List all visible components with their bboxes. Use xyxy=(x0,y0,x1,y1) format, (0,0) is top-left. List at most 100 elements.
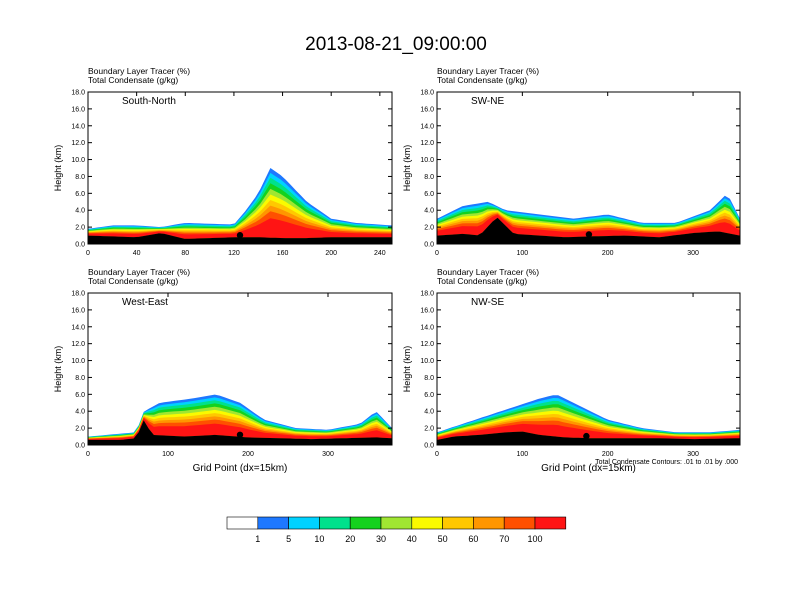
x-tick-label: 200 xyxy=(242,451,254,458)
y-tick-label: 10.0 xyxy=(420,157,434,164)
colorbar-label: 60 xyxy=(468,534,478,544)
x-tick-label: 240 xyxy=(374,250,386,257)
colorbar-swatch xyxy=(349,516,382,530)
x-tick-label: 160 xyxy=(277,250,289,257)
x-tick-label: 100 xyxy=(162,451,174,458)
y-tick-label: 16.0 xyxy=(71,307,85,314)
y-axis-label: Height (km) xyxy=(53,346,63,393)
colorbar-swatch xyxy=(319,516,351,530)
x-tick-label: 80 xyxy=(181,250,189,257)
tracer-band-10 xyxy=(437,423,740,440)
tracer-field xyxy=(437,195,740,244)
y-tick-label: 16.0 xyxy=(71,106,85,113)
tracer-field xyxy=(88,394,392,445)
y-tick-label: 14.0 xyxy=(71,123,85,130)
y-tick-label: 0.0 xyxy=(424,242,434,249)
y-tick-label: 12.0 xyxy=(71,140,85,147)
y-tick-label: 10.0 xyxy=(71,358,85,365)
y-tick-label: 0.0 xyxy=(75,443,85,450)
y-tick-label: 2.0 xyxy=(424,426,434,433)
panel-header-condensate: Total Condensate (g/kg) xyxy=(437,75,527,85)
y-tick-label: 4.0 xyxy=(424,208,434,215)
tracer-field xyxy=(88,168,392,244)
colorbar-label: 40 xyxy=(407,534,417,544)
panel-header-tracer: Boundary Layer Tracer (%) xyxy=(88,66,190,76)
colorbar-swatch xyxy=(442,516,474,530)
x-tick-label: 100 xyxy=(517,250,529,257)
y-tick-label: 10.0 xyxy=(420,358,434,365)
y-tick-label: 0.0 xyxy=(424,443,434,450)
y-tick-label: 16.0 xyxy=(420,307,434,314)
plot-frame xyxy=(436,292,741,446)
y-tick-label: 0.0 xyxy=(75,242,85,249)
colorbar-label: 100 xyxy=(527,534,542,544)
y-tick-label: 6.0 xyxy=(75,392,85,399)
colorbar-swatch xyxy=(473,516,505,530)
panel-name: NW-SE xyxy=(471,297,504,308)
panel-header-condensate: Total Condensate (g/kg) xyxy=(437,276,527,286)
x-tick-label: 40 xyxy=(133,250,141,257)
y-tick-label: 18.0 xyxy=(71,90,85,97)
y-tick-label: 10.0 xyxy=(71,157,85,164)
chart-panel-west-east: Boundary Layer Tracer (%)Total Condensat… xyxy=(53,267,393,474)
colorbar-swatch xyxy=(380,516,413,530)
y-tick-label: 18.0 xyxy=(420,90,434,97)
x-tick-label: 300 xyxy=(687,451,699,458)
x-axis-label: Grid Point (dx=15km) xyxy=(193,463,288,474)
y-tick-label: 6.0 xyxy=(424,392,434,399)
y-tick-label: 2.0 xyxy=(424,225,434,232)
plot-frame xyxy=(436,91,741,245)
y-axis-label: Height (km) xyxy=(53,145,63,192)
y-axis-label: Height (km) xyxy=(402,145,412,192)
y-tick-label: 2.0 xyxy=(75,426,85,433)
panel-header-tracer: Boundary Layer Tracer (%) xyxy=(437,267,539,277)
y-tick-label: 14.0 xyxy=(420,324,434,331)
x-tick-label: 300 xyxy=(322,451,334,458)
plot-frame xyxy=(87,292,393,446)
y-tick-label: 12.0 xyxy=(420,341,434,348)
panels-group: Boundary Layer Tracer (%)Total Condensat… xyxy=(53,66,741,474)
y-tick-label: 6.0 xyxy=(75,191,85,198)
panel-header-condensate: Total Condensate (g/kg) xyxy=(88,276,178,286)
x-tick-label: 200 xyxy=(602,451,614,458)
colorbar-swatch xyxy=(411,516,443,530)
colorbar-swatch xyxy=(257,516,289,530)
panel-header-tracer: Boundary Layer Tracer (%) xyxy=(88,267,190,277)
colorbar-label: 50 xyxy=(438,534,448,544)
colorbar-label: 70 xyxy=(499,534,509,544)
colorbar-label: 5 xyxy=(286,534,291,544)
x-tick-label: 0 xyxy=(435,451,439,458)
terrain xyxy=(88,420,392,445)
y-tick-label: 18.0 xyxy=(420,291,434,298)
x-tick-label: 0 xyxy=(86,451,90,458)
plot-frame xyxy=(87,91,393,245)
terrain xyxy=(437,217,740,244)
y-tick-label: 8.0 xyxy=(75,375,85,382)
y-tick-label: 12.0 xyxy=(420,140,434,147)
y-tick-label: 2.0 xyxy=(75,225,85,232)
y-tick-label: 8.0 xyxy=(75,174,85,181)
x-tick-label: 200 xyxy=(602,250,614,257)
chart-panel-south-north: Boundary Layer Tracer (%)Total Condensat… xyxy=(53,66,393,257)
colorbar-swatch xyxy=(226,516,259,530)
x-tick-label: 0 xyxy=(435,250,439,257)
y-tick-label: 8.0 xyxy=(424,174,434,181)
x-tick-label: 300 xyxy=(687,250,699,257)
panel-name: South-North xyxy=(122,96,176,107)
location-marker xyxy=(585,231,593,238)
tracer-band-10 xyxy=(437,214,740,238)
y-tick-label: 18.0 xyxy=(71,291,85,298)
x-axis-label: Grid Point (dx=15km) xyxy=(541,463,636,474)
tracer-band-10 xyxy=(88,417,392,440)
colorbar-swatch xyxy=(534,516,567,530)
panel-header-condensate: Total Condensate (g/kg) xyxy=(88,75,178,85)
figure-title: 2013-08-21_09:00:00 xyxy=(305,34,487,55)
y-tick-label: 4.0 xyxy=(424,409,434,416)
contour-footnote: Total Condensate Contours: .01 to .01 by… xyxy=(595,459,738,466)
y-tick-label: 16.0 xyxy=(420,106,434,113)
x-tick-label: 120 xyxy=(228,250,240,257)
y-tick-label: 6.0 xyxy=(424,191,434,198)
y-tick-label: 4.0 xyxy=(75,208,85,215)
panel-header-tracer: Boundary Layer Tracer (%) xyxy=(437,66,539,76)
